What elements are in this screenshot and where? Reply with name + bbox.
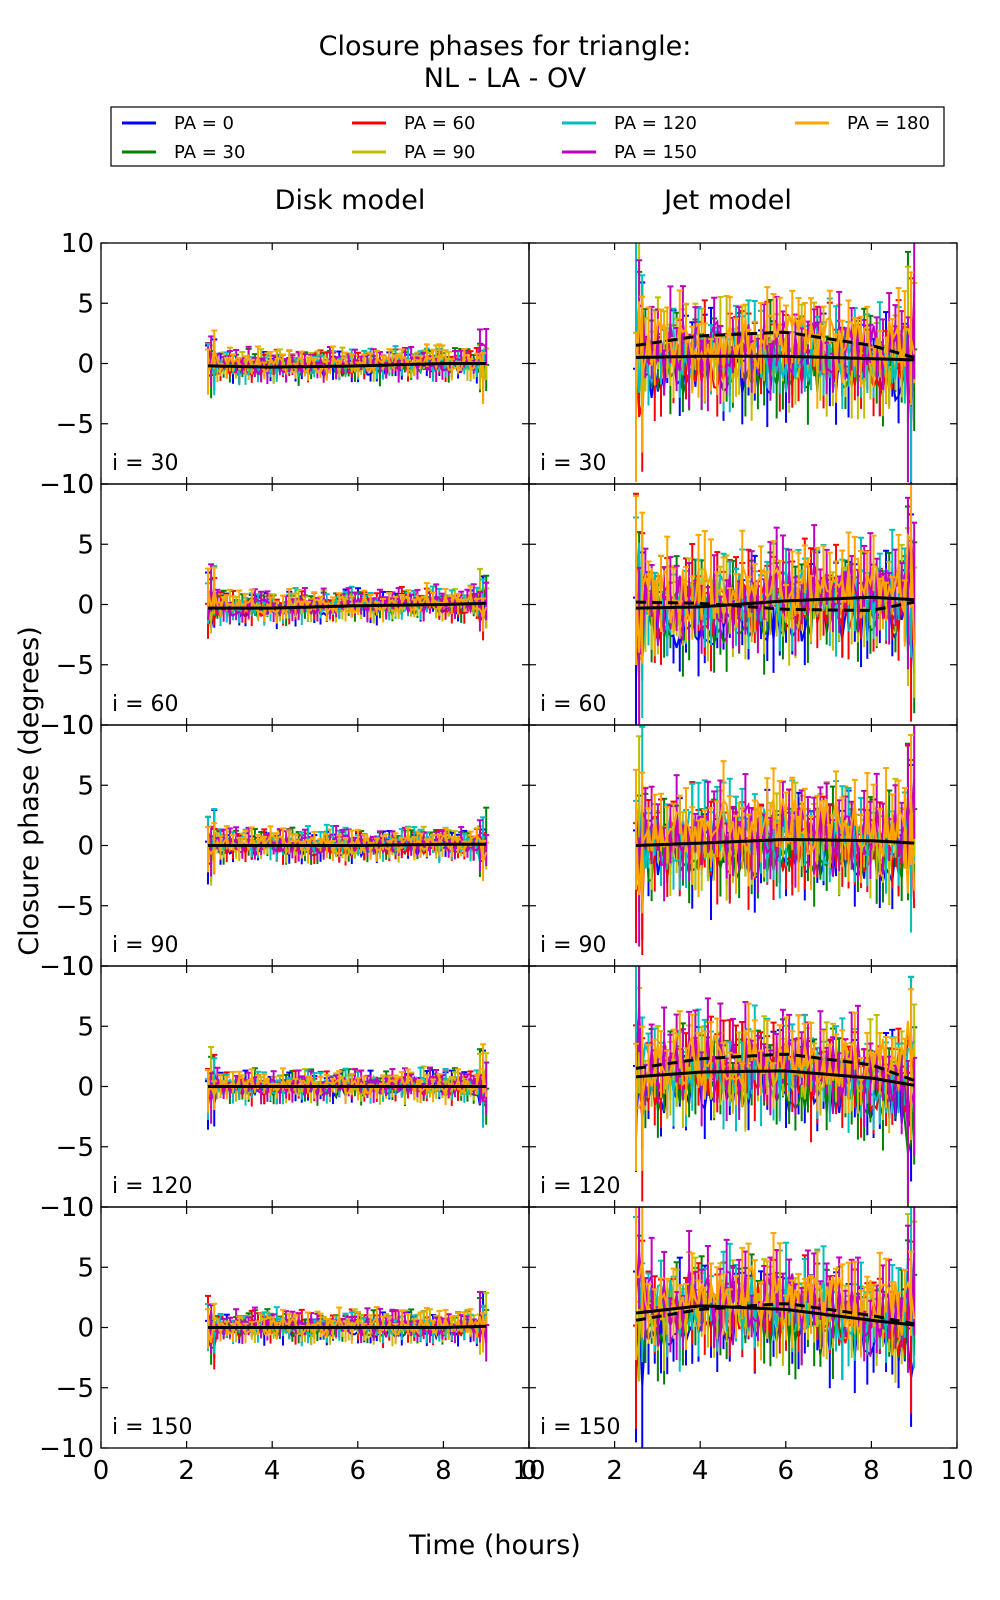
panel-plot-area [633,725,918,956]
model-curve [635,330,915,359]
series-line-PA-180 [635,301,916,408]
model-curve [208,601,487,610]
panel-jet-row-1: i = 30 [540,243,918,484]
series-line-PA-180 [635,798,916,896]
chart-title-line-1: Closure phases for triangle: [319,31,692,62]
panel-plot-area [205,1043,490,1130]
series-line-PA-120 [635,311,916,410]
model-curve [207,362,487,369]
chart-title-line-2: NL - LA - OV [424,63,587,94]
panel-plot-area [205,563,490,641]
panel-label: i = 60 [540,692,607,717]
panel-disk-row-1: i = 30 [112,327,490,476]
panel-plot-area [633,484,918,725]
legend-label: PA = 30 [174,142,245,163]
panel-jet-row-4: i = 120 [540,966,918,1207]
series-errorbars-PA-150 [636,243,916,483]
panel-plot-area [633,966,918,1207]
panel-plot-area [205,806,490,886]
model-curve [208,842,487,847]
series-line-PA-180 [635,532,916,653]
series-line-PA-150 [207,587,487,621]
panel-disk-row-3: i = 90 [112,806,490,958]
series-line-PA-180 [207,1067,488,1099]
column-title-jet: Jet model [662,185,792,216]
legend-label: PA = 0 [174,113,234,134]
panel-jet-row-2: i = 60 [540,484,918,725]
panel-disk-row-4: i = 120 [112,1043,490,1199]
legend-label: PA = 150 [614,142,697,163]
column-title-disk: Disk model [275,185,426,216]
series-line-PA-180 [207,587,488,618]
legend-label: PA = 180 [847,113,930,134]
panel-label: i = 30 [540,451,607,476]
legend-frame [110,106,945,167]
model-curve [635,837,915,847]
panel-plot-area [205,327,490,405]
panel-jet-row-3: i = 90 [540,725,918,958]
panel-label: i = 90 [540,933,607,958]
panel-plot-area [633,243,918,484]
legend-label: PA = 60 [404,113,475,134]
legend-label: PA = 90 [404,142,475,163]
panel-label: i = 120 [112,1174,193,1199]
legend: PA = 0 PA = 30 PA = 60 PA = 90 PA = 120 PA = … [110,106,945,167]
panel-label: i = 30 [112,451,179,476]
model-curve [635,354,915,362]
model-curve [635,595,915,610]
legend-label: PA = 120 [614,113,697,134]
model-curve [635,600,915,612]
panel-disk-row-2: i = 60 [112,563,490,717]
panels: i = 30 i = 30 i = 60 i = 60 i = 90 i = 90 i = … [112,243,918,1448]
panel-label: i = 60 [112,692,179,717]
panel-label: i = 90 [112,933,179,958]
